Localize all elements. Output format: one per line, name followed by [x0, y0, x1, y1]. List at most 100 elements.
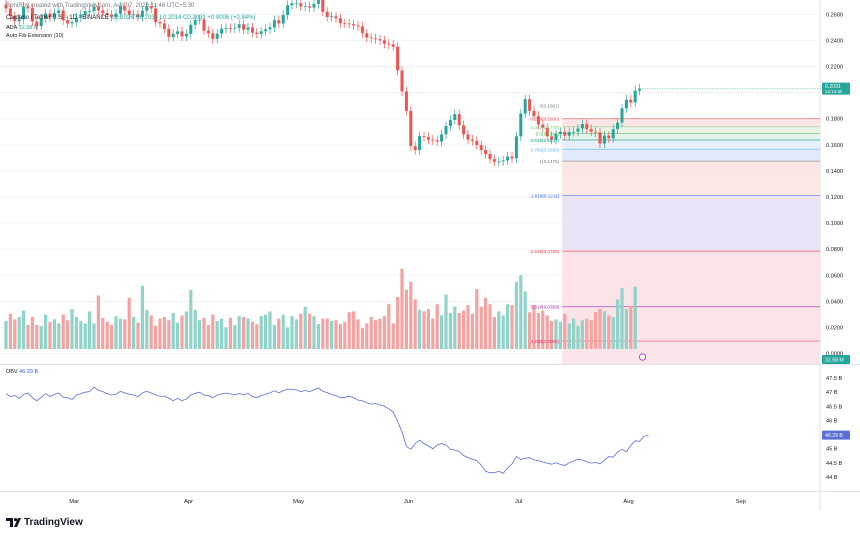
candle-body [57, 10, 61, 14]
fib-level-label: 2.618(0.0785) [531, 249, 560, 254]
candle-body [242, 24, 246, 30]
indicator-volume-legend[interactable]: ADA 32.58 M [6, 25, 38, 31]
symbol-legend[interactable]: Cardano / Tether U.S. · 1D · BINANCE O0.… [6, 15, 255, 21]
volume-bar [497, 311, 501, 349]
volume-bar [484, 297, 488, 349]
candle-body [440, 134, 444, 142]
volume-bar [206, 325, 210, 349]
volume-bar [193, 309, 197, 349]
candle-body [400, 70, 404, 92]
obv-legend[interactable]: OBV 46.29 B [6, 369, 38, 375]
candle-body [466, 134, 470, 140]
candle-body [497, 161, 501, 163]
volume-bar [224, 327, 228, 349]
candle-body [281, 14, 285, 24]
candle-body [264, 29, 268, 32]
ohlc-change: +0.0006 (+0.84%) [207, 15, 256, 21]
volume-bar [57, 323, 61, 349]
obv-tick-label: 47.5 B [826, 376, 842, 382]
volume-bar [572, 318, 576, 349]
volume-bar [17, 317, 21, 349]
candle-body [413, 146, 417, 151]
candle-body [611, 129, 615, 139]
volume-bar [598, 309, 602, 349]
price-tick-label: 0.0200 [826, 325, 843, 331]
candle-body [479, 145, 483, 151]
volume-bar [338, 324, 342, 349]
candle-body [470, 139, 474, 141]
volume-bar [140, 285, 144, 349]
volume-bar [149, 315, 153, 349]
candle-body [378, 39, 382, 41]
clock-icon [638, 353, 647, 361]
volume-bar [211, 314, 215, 349]
fib-level-label: 1(0.1475) [539, 159, 559, 164]
volume-bar [308, 313, 312, 349]
fib-level-label: 0.5(0.1688) [536, 131, 560, 136]
volume-bar [624, 309, 628, 349]
fib-level-label: 0.382(0.1738) [531, 125, 560, 130]
candle-body [558, 131, 562, 134]
volume-bar [180, 315, 184, 349]
volume-bar [264, 314, 268, 349]
volume-bar [554, 319, 558, 349]
candle-body [616, 122, 620, 130]
indicator-fib-legend[interactable]: Auto Fib Extension (10) [6, 33, 64, 39]
volume-bar [444, 294, 448, 349]
volume-bar [616, 299, 620, 349]
obv-tick-label: 44.5 B [826, 461, 842, 467]
volume-bar [35, 325, 39, 349]
volume-bar [374, 320, 378, 349]
obv-tick-label: 46 B [826, 418, 838, 424]
date-tick-label: Mar [69, 499, 79, 505]
candle-body [211, 33, 215, 39]
candle-body [272, 20, 276, 28]
volume-bar [510, 305, 514, 349]
volume-bar [233, 325, 237, 349]
volume-bar [514, 281, 518, 349]
volume-bar [145, 309, 149, 349]
volume-bar [378, 318, 382, 349]
candle-body [316, 0, 320, 4]
candle-body [492, 159, 496, 162]
candle-body [8, 8, 12, 16]
candle-body [92, 6, 96, 12]
symbol-name: Cardano / Tether U.S. · 1D · BINANCE [6, 15, 109, 21]
volume-bar [528, 312, 532, 349]
candle-body [79, 14, 83, 18]
volume-bar [607, 315, 611, 349]
candle-body [501, 160, 505, 162]
volume-bar [39, 325, 43, 349]
candle-body [184, 33, 188, 37]
volume-bar [162, 317, 166, 349]
date-tick-label: Jul [515, 499, 522, 505]
candle-body [448, 120, 452, 126]
candle-body [268, 27, 272, 30]
volume-bar [70, 309, 74, 349]
candle-body [572, 131, 576, 133]
candlesticks [4, 0, 642, 167]
volume-bar [8, 313, 12, 349]
candle-body [158, 22, 162, 24]
volume-bar [589, 320, 593, 349]
volume-bar [105, 321, 109, 349]
fib-zone [562, 195, 820, 252]
candle-body [171, 33, 175, 37]
volume-bar [250, 321, 254, 349]
volume-bar [629, 305, 633, 349]
volume-bar [325, 318, 329, 349]
fib-level-labels: 0(0.1901) 0.236(0.1800) 0.382(0.1738)0.5(0… [531, 104, 560, 344]
volume-bar [466, 305, 470, 349]
candle-body [589, 129, 593, 132]
volume-bar [110, 325, 114, 349]
candle-body [391, 44, 395, 47]
candle-body [48, 13, 52, 18]
price-tick-label: 0.0000 [826, 352, 843, 358]
candle-body [536, 116, 540, 125]
candle-body [462, 125, 466, 135]
candle-body [66, 20, 70, 24]
indicator-volume-name: ADA [6, 25, 18, 31]
volume-bar [541, 310, 545, 349]
candle-body [83, 11, 87, 15]
